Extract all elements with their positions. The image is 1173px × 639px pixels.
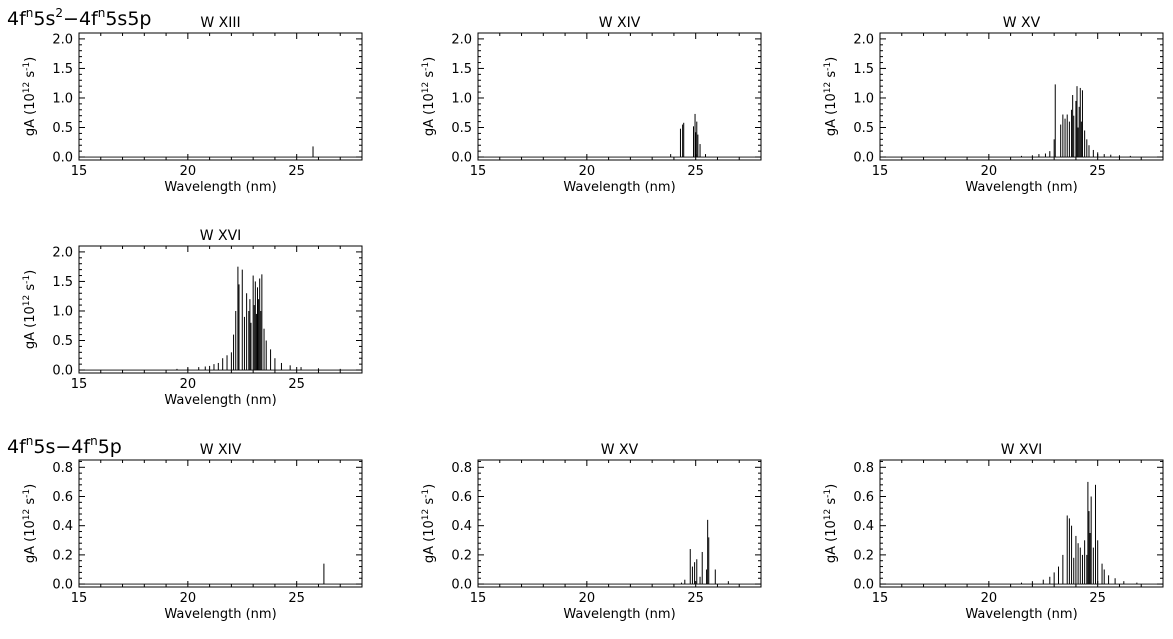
- y-tick-label: 2.0: [853, 32, 874, 47]
- x-tick-label: 15: [470, 164, 487, 179]
- plot-frame: [78, 32, 363, 161]
- y-tick-label: 0.2: [52, 548, 73, 563]
- y-tick-label: 0.6: [52, 490, 73, 505]
- group-label-top: 4fn5s2−4fn5s5p: [7, 6, 152, 30]
- y-tick-label: 1.0: [52, 304, 73, 319]
- x-tick-label: 20: [180, 591, 197, 606]
- plot-frame: [78, 245, 363, 374]
- y-axis-label: gA (1012 s-1): [421, 484, 437, 563]
- chart-panel-1: 15 20 25 0.0 0.5 1.0 1.5 2.0 W XIII Wavelength (n…: [22, 15, 363, 195]
- x-tick-label: 20: [981, 591, 998, 606]
- x-tick-label: 25: [288, 377, 305, 392]
- plot-frame: [477, 459, 762, 588]
- y-tick-label: 2.0: [52, 32, 73, 47]
- y-tick-label: 1.5: [451, 62, 472, 77]
- x-axis-label: Wavelength (nm): [164, 180, 276, 195]
- x-tick-label: 25: [288, 591, 305, 606]
- x-tick-label: 20: [981, 164, 998, 179]
- panel-title: W XVI: [200, 228, 242, 244]
- chart-panel-5: 15 20 25 0.0 0.2 0.4 0.6 0.8 W XIV Wavelength (nm…: [22, 442, 363, 622]
- panel-title: W XVI: [1001, 442, 1043, 458]
- y-tick-label: 0.4: [451, 519, 472, 534]
- y-tick-label: 0.0: [853, 578, 874, 593]
- x-tick-label: 25: [1089, 164, 1106, 179]
- x-tick-label: 15: [71, 164, 88, 179]
- plot-frame: [78, 459, 363, 588]
- y-tick-label: 0.5: [853, 121, 874, 136]
- x-tick-label: 15: [71, 377, 88, 392]
- y-tick-label: 0.8: [451, 461, 472, 476]
- y-tick-label: 1.5: [853, 62, 874, 77]
- y-tick-label: 1.0: [853, 91, 874, 106]
- y-tick-label: 2.0: [52, 245, 73, 260]
- panel-title: W XV: [601, 442, 639, 458]
- x-tick-label: 15: [872, 591, 889, 606]
- chart-panel-7: 15 20 25 0.0 0.2 0.4 0.6 0.8 W XVI Wavelength (nm…: [823, 442, 1164, 622]
- x-tick-label: 25: [1089, 591, 1106, 606]
- y-tick-label: 1.0: [52, 91, 73, 106]
- y-tick-label: 0.2: [451, 548, 472, 563]
- chart-panel-2: 15 20 25 0.0 0.5 1.0 1.5 2.0 W XIV Wavelength (nm…: [421, 15, 762, 195]
- y-tick-label: 0.0: [52, 151, 73, 166]
- y-tick-label: 0.0: [451, 151, 472, 166]
- plot-frame: [879, 32, 1164, 161]
- chart-panel-3: 15 20 25 0.0 0.5 1.0 1.5 2.0 W XV Wavelength (nm)…: [823, 15, 1164, 195]
- x-tick-label: 20: [180, 377, 197, 392]
- plot-frame: [477, 32, 762, 161]
- x-axis-label: Wavelength (nm): [563, 607, 675, 622]
- y-tick-label: 0.4: [52, 519, 73, 534]
- x-axis-label: Wavelength (nm): [563, 180, 675, 195]
- y-tick-label: 0.4: [853, 519, 874, 534]
- x-tick-label: 15: [71, 591, 88, 606]
- y-tick-label: 1.5: [52, 275, 73, 290]
- y-tick-label: 0.5: [52, 334, 73, 349]
- panel-title: W XIV: [200, 442, 242, 458]
- x-tick-label: 20: [180, 164, 197, 179]
- y-tick-label: 0.8: [52, 461, 73, 476]
- y-tick-label: 0.2: [853, 548, 874, 563]
- y-tick-label: 0.6: [853, 490, 874, 505]
- panel-title: W XV: [1003, 15, 1041, 31]
- y-tick-label: 0.0: [52, 364, 73, 379]
- x-tick-label: 25: [687, 591, 704, 606]
- y-axis-label: gA (1012 s-1): [823, 484, 839, 563]
- y-tick-label: 0.0: [52, 578, 73, 593]
- x-tick-label: 20: [579, 164, 596, 179]
- y-axis-label: gA (1012 s-1): [22, 57, 38, 136]
- x-axis-label: Wavelength (nm): [965, 180, 1077, 195]
- x-tick-label: 15: [872, 164, 889, 179]
- y-tick-label: 1.0: [451, 91, 472, 106]
- y-axis-label: gA (1012 s-1): [22, 270, 38, 349]
- y-tick-label: 0.8: [853, 461, 874, 476]
- x-tick-label: 25: [687, 164, 704, 179]
- chart-panel-4: 15 20 25 0.0 0.5 1.0 1.5 2.0 W XVI Wavelength (nm…: [22, 228, 363, 408]
- chart-panel-6: 15 20 25 0.0 0.2 0.4 0.6 0.8 W XV Wavelength (nm)…: [421, 442, 762, 622]
- x-tick-label: 15: [470, 591, 487, 606]
- x-axis-label: Wavelength (nm): [965, 607, 1077, 622]
- y-tick-label: 0.6: [451, 490, 472, 505]
- x-axis-label: Wavelength (nm): [164, 393, 276, 408]
- panel-title: W XIV: [599, 15, 641, 31]
- y-axis-label: gA (1012 s-1): [22, 484, 38, 563]
- plot-frame: [879, 459, 1164, 588]
- y-tick-label: 0.0: [451, 578, 472, 593]
- group-label-bottom: 4fn5s−4fn5p: [7, 434, 122, 458]
- x-axis-label: Wavelength (nm): [164, 607, 276, 622]
- y-axis-label: gA (1012 s-1): [823, 57, 839, 136]
- y-tick-label: 0.0: [853, 151, 874, 166]
- x-tick-label: 20: [579, 591, 596, 606]
- y-tick-label: 2.0: [451, 32, 472, 47]
- y-axis-label: gA (1012 s-1): [421, 57, 437, 136]
- y-tick-label: 0.5: [451, 121, 472, 136]
- panel-title: W XIII: [200, 15, 240, 31]
- y-tick-label: 0.5: [52, 121, 73, 136]
- y-tick-label: 1.5: [52, 62, 73, 77]
- x-tick-label: 25: [288, 164, 305, 179]
